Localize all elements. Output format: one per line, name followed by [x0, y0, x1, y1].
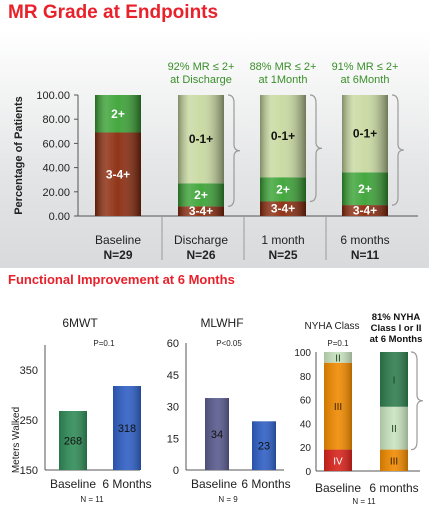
mwt-y-axis-label: Meters Walked: [11, 407, 22, 473]
mr-bar-shading: [342, 205, 388, 216]
mr-brace: [309, 94, 323, 203]
mr-annotation: 92% MR ≤ 2+ at Discharge: [168, 61, 235, 86]
mlwhf-bar-value: 23: [258, 441, 270, 453]
nyha-segment-label: III: [390, 456, 398, 467]
mr-bar-segment-label: 2+: [358, 182, 372, 196]
mlwhf-bar-shading: [252, 421, 276, 470]
nyha-segment-label: III: [334, 402, 342, 413]
mr-category-label: Discharge: [174, 233, 228, 247]
nyha-y-tick-label: 40: [300, 419, 312, 430]
mlwhf-bar-shading: [205, 398, 229, 470]
mwt-bar-shading: [59, 411, 87, 470]
mr-y-tick-label: 100.00: [36, 90, 70, 102]
mr-y-tick-label: 20.00: [42, 187, 70, 199]
mr-bar-segment-label: 3-4+: [353, 204, 377, 218]
mlwhf-y-tick-label: 60: [167, 338, 179, 350]
mwt-title: 6MWT: [62, 316, 98, 330]
mr-bar-shading: [95, 95, 141, 133]
nyha-y-tick-label: 20: [300, 443, 312, 454]
mr-y-tick-label: 40.00: [42, 163, 70, 175]
mr-bar-shading: [178, 95, 224, 184]
mlwhf-y-tick-label: 30: [167, 402, 179, 414]
mr-y-axis-label: Percentage of Patients: [13, 96, 25, 215]
mr-bar-shading: [342, 172, 388, 206]
mr-annotation: 88% MR ≤ 2+ at 1Month: [250, 61, 317, 86]
mr-bar-segment-label: 3-4+: [271, 202, 295, 216]
mwt-n-label: N = 11: [80, 495, 104, 504]
mwt-category-label: Baseline: [50, 477, 96, 491]
mr-bar-segment-label: 2+: [194, 188, 208, 202]
nyha-y-tick-label: 60: [300, 396, 312, 407]
mr-y-tick-label: 80.00: [42, 114, 70, 126]
mlwhf-y-tick-label: 15: [167, 433, 179, 445]
mr-bar-segment-label: 3-4+: [106, 167, 130, 181]
mr-bar-segment-label: 2+: [111, 107, 125, 121]
mr-bar-segment-label: 0-1+: [353, 127, 377, 141]
nyha-bar-shading: [380, 406, 408, 450]
mwt-y-tick-label: 350: [20, 365, 38, 377]
mwt-bar-value: 268: [64, 436, 82, 448]
mr-n-label: N=25: [268, 248, 297, 262]
mr-bar-segment-label: 2+: [276, 182, 290, 196]
nyha-bar-shading: [324, 449, 352, 471]
mlwhf-y-tick-label: 45: [167, 370, 179, 382]
nyha-bar-shading: [380, 352, 408, 407]
mr-brace: [227, 94, 241, 207]
mr-y-tick-label: 60.00: [42, 138, 70, 150]
mlwhf-n-label: N = 9: [218, 495, 238, 504]
mwt-p-value: P=0.1: [93, 339, 115, 348]
nyha-category-label: Baseline: [315, 481, 361, 495]
nyha-callout: 81% NYHA Class I or II at 6 Months: [370, 312, 423, 345]
nyha-brace: [410, 351, 424, 451]
mr-bar-shading: [178, 206, 224, 216]
page-title: MR Grade at Endpoints: [8, 2, 219, 23]
mwt-bar-value: 318: [118, 423, 136, 435]
nyha-y-tick-label: 100: [294, 348, 311, 359]
mwt-bar-shading: [113, 386, 141, 470]
nyha-bar-shading: [324, 362, 352, 450]
nyha-p-value: P=0.1: [327, 339, 349, 348]
mr-y-tick-label: 0.00: [49, 211, 70, 223]
mlwhf-category-label: 6 Months: [241, 477, 290, 491]
mr-category-label: 6 months: [340, 233, 389, 247]
nyha-category-label: 6 months: [369, 481, 418, 495]
mr-bar-shading: [342, 95, 388, 173]
nyha-bar-shading: [380, 449, 408, 471]
nyha-y-tick-label: 80: [300, 372, 312, 383]
mr-bar-shading: [260, 95, 306, 178]
mr-bar-shading: [95, 132, 141, 216]
nyha-segment-label: II: [335, 353, 341, 364]
mlwhf-title: MLWHF: [200, 316, 243, 330]
mr-n-label: N=26: [186, 248, 215, 262]
mr-category-label: Baseline: [95, 233, 141, 247]
mr-brace: [391, 94, 405, 206]
nyha-n-label: N = 11: [352, 497, 376, 506]
mwt-y-tick-label: 250: [20, 415, 38, 427]
mr-n-label: N=29: [103, 248, 132, 262]
mr-annotation: 91% MR ≤ 2+ at 6Month: [332, 61, 399, 86]
mr-bar-shading: [260, 201, 306, 216]
mlwhf-p-value: P<0.05: [216, 339, 242, 348]
mlwhf-bar-value: 34: [211, 429, 223, 441]
mr-n-label: N=11: [351, 248, 380, 262]
mwt-y-tick-label: 150: [20, 465, 38, 477]
mr-bar-segment-label: 0-1+: [271, 129, 295, 143]
nyha-y-tick-label: 0: [305, 467, 311, 478]
mr-bar-shading: [178, 183, 224, 207]
nyha-bar-shading: [324, 352, 352, 363]
mwt-category-label: 6 Months: [102, 477, 151, 491]
mr-category-label: 1 month: [261, 233, 304, 247]
nyha-segment-label: II: [391, 424, 397, 435]
section-subtitle: Functional Improvement at 6 Months: [8, 272, 235, 287]
mlwhf-category-label: Baseline: [191, 477, 237, 491]
mr-bar-segment-label: 0-1+: [189, 132, 213, 146]
nyha-segment-label: IV: [333, 456, 343, 467]
mr-bar-shading: [260, 177, 306, 202]
mlwhf-y-tick-label: 0: [173, 465, 179, 477]
mr-bar-segment-label: 3-4+: [189, 204, 213, 218]
nyha-title: NYHA Class: [304, 321, 359, 332]
nyha-segment-label: I: [393, 375, 396, 386]
